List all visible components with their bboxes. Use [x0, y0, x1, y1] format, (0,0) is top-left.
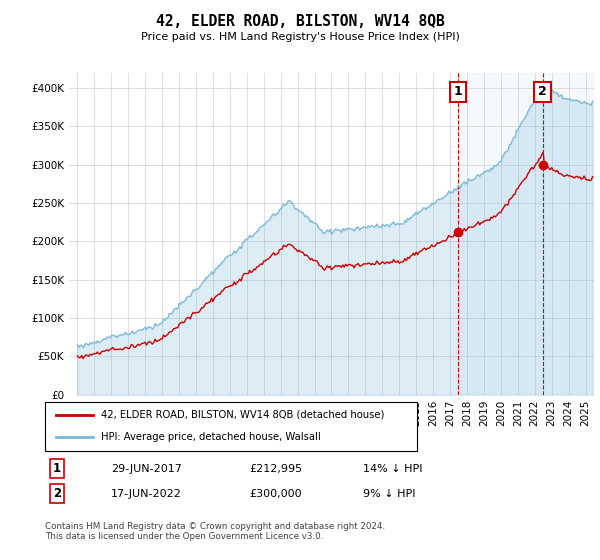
Text: 14% ↓ HPI: 14% ↓ HPI [363, 464, 422, 474]
Text: Contains HM Land Registry data © Crown copyright and database right 2024.
This d: Contains HM Land Registry data © Crown c… [45, 522, 385, 542]
Bar [458, 73, 593, 395]
Text: 42, ELDER ROAD, BILSTON, WV14 8QB: 42, ELDER ROAD, BILSTON, WV14 8QB [155, 14, 445, 29]
Text: 2: 2 [538, 86, 547, 99]
Text: £300,000: £300,000 [249, 489, 302, 499]
Text: Price paid vs. HM Land Registry's House Price Index (HPI): Price paid vs. HM Land Registry's House … [140, 32, 460, 42]
Text: HPI: Average price, detached house, Walsall: HPI: Average price, detached house, Wals… [101, 432, 320, 442]
Text: 17-JUN-2022: 17-JUN-2022 [111, 489, 182, 499]
Text: 1: 1 [454, 86, 463, 99]
Text: 42, ELDER ROAD, BILSTON, WV14 8QB (detached house): 42, ELDER ROAD, BILSTON, WV14 8QB (detac… [101, 410, 384, 420]
Text: 2: 2 [53, 487, 61, 501]
Text: £212,995: £212,995 [249, 464, 302, 474]
Text: 9% ↓ HPI: 9% ↓ HPI [363, 489, 415, 499]
Text: 1: 1 [53, 462, 61, 475]
Text: 29-JUN-2017: 29-JUN-2017 [111, 464, 182, 474]
